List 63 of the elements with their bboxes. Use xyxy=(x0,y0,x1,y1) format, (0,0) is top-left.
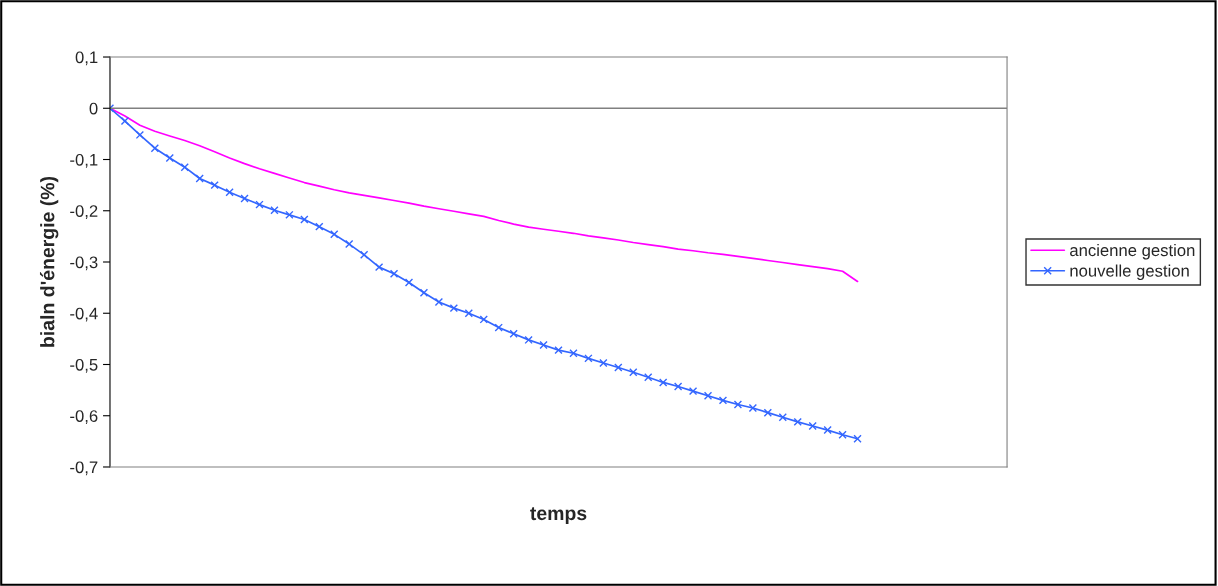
point xyxy=(823,425,832,435)
legend-label: nouvelle gestion xyxy=(1070,264,1189,281)
point xyxy=(195,174,204,183)
point xyxy=(599,358,608,368)
point xyxy=(120,116,130,126)
y-tick-label: 0 xyxy=(89,102,98,115)
point xyxy=(359,250,369,259)
point xyxy=(644,373,653,382)
point xyxy=(300,215,309,224)
point xyxy=(718,396,728,405)
y-tick-label: -0,5 xyxy=(70,358,98,373)
y-tick-label: -0,4 xyxy=(70,307,98,322)
legend-label: ancienne gestion xyxy=(1070,243,1195,260)
point xyxy=(479,315,488,324)
point xyxy=(419,288,429,297)
point xyxy=(554,345,563,355)
point xyxy=(793,417,802,427)
point xyxy=(434,297,444,307)
point xyxy=(165,153,174,163)
point xyxy=(240,194,249,203)
point xyxy=(270,206,279,215)
point xyxy=(733,400,743,409)
y-tick-label: -0,7 xyxy=(70,461,98,476)
point xyxy=(808,421,817,431)
point xyxy=(210,180,219,190)
y-tick-label: -0,2 xyxy=(70,205,98,219)
y-tick-label: -0,6 xyxy=(70,410,98,424)
point xyxy=(404,278,414,287)
point xyxy=(464,309,473,318)
point xyxy=(703,391,713,400)
point xyxy=(778,413,787,422)
y-tick-label: 0,1 xyxy=(75,51,98,66)
point xyxy=(374,262,384,272)
y-tick-label: -0,1 xyxy=(70,153,98,168)
point xyxy=(345,239,354,249)
point xyxy=(763,408,772,417)
point xyxy=(748,403,758,413)
point xyxy=(225,188,234,197)
point xyxy=(150,144,160,153)
point xyxy=(524,335,533,345)
point xyxy=(509,329,518,338)
point xyxy=(315,222,324,231)
point xyxy=(688,386,698,396)
point xyxy=(569,349,578,358)
x-axis-title: temps xyxy=(530,507,587,524)
point xyxy=(180,163,189,172)
point xyxy=(330,230,339,239)
y-tick-label: -0,3 xyxy=(70,256,98,271)
point xyxy=(614,363,623,372)
y-axis-title: bialn d'énergie (%) xyxy=(39,176,59,347)
point xyxy=(135,130,145,140)
point xyxy=(389,269,399,278)
point xyxy=(285,210,294,220)
point xyxy=(255,200,264,209)
point xyxy=(838,430,847,439)
point xyxy=(853,434,862,443)
point xyxy=(673,382,683,391)
point xyxy=(659,378,668,387)
point xyxy=(494,323,503,332)
point xyxy=(539,340,548,350)
point xyxy=(629,368,638,377)
point xyxy=(449,303,459,313)
point xyxy=(584,354,593,363)
